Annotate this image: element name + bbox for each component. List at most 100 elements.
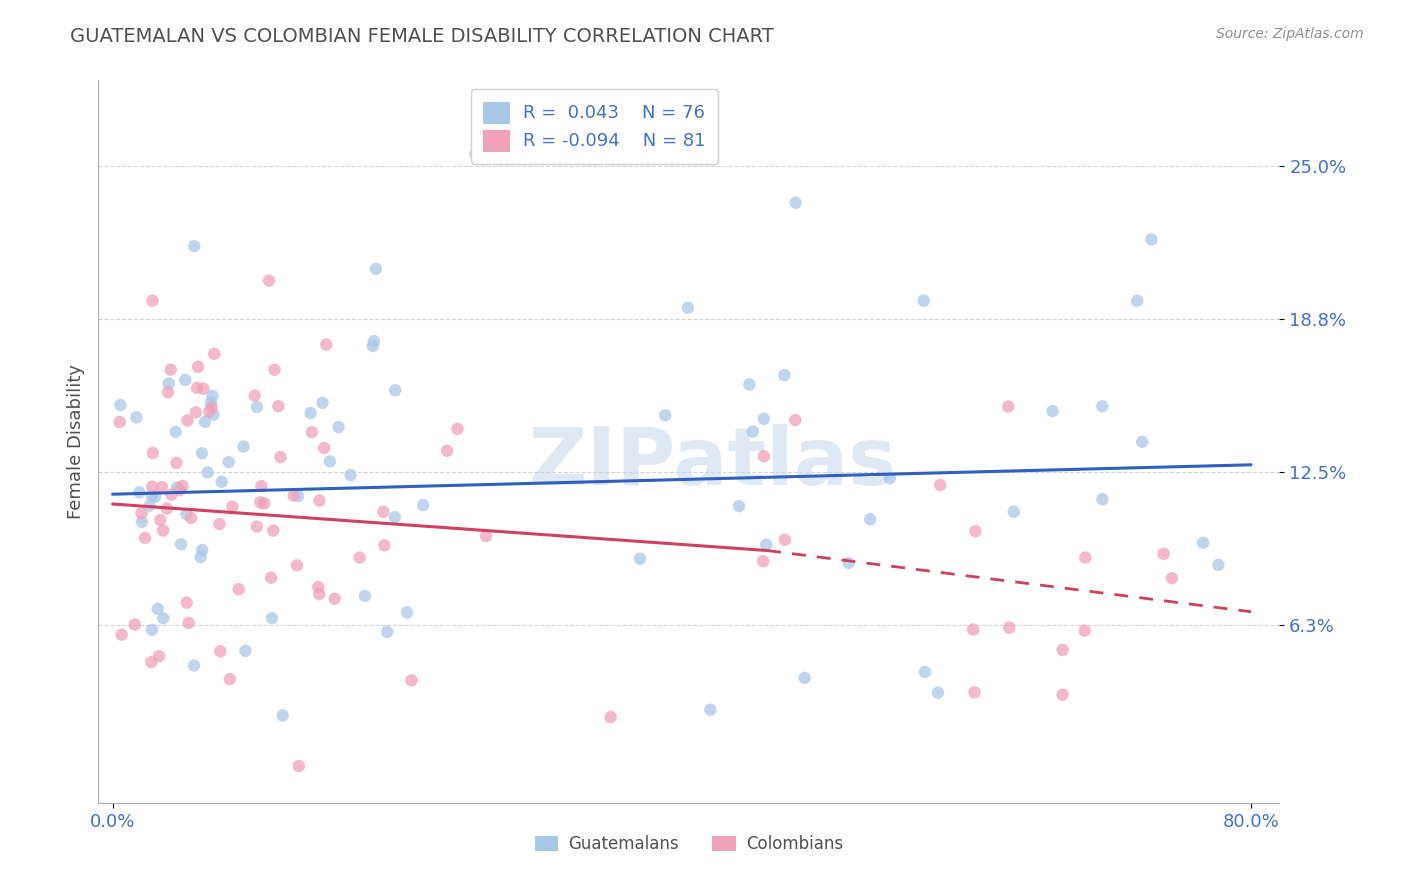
Point (752, 411, 775, 425)
Point (166, 481, 188, 495)
Point (190, 550, 212, 565)
Point (1130, 434, 1153, 449)
Point (128, 485, 150, 500)
Point (998, 621, 1021, 635)
Point (170, 537, 193, 551)
Point (149, 513, 172, 527)
Point (169, 483, 191, 498)
Point (183, 658, 205, 673)
Text: GUATEMALAN VS COLOMBIAN FEMALE DISABILITY CORRELATION CHART: GUATEMALAN VS COLOMBIAN FEMALE DISABILIT… (70, 27, 775, 45)
Point (200, 400, 222, 414)
Point (446, 422, 468, 436)
Point (150, 480, 173, 494)
Point (143, 490, 166, 504)
Point (1126, 293, 1149, 308)
Point (676, 301, 699, 315)
Point (111, 627, 134, 641)
Point (270, 450, 292, 464)
Point (260, 571, 283, 585)
Point (187, 359, 209, 374)
Point (1052, 688, 1074, 702)
Point (785, 413, 807, 427)
Point (271, 708, 294, 723)
Point (177, 615, 200, 630)
Point (201, 389, 224, 403)
Point (328, 420, 350, 434)
Point (138, 499, 160, 513)
Point (349, 550, 371, 565)
Point (315, 337, 337, 351)
Point (1192, 535, 1215, 549)
Point (628, 551, 651, 566)
Point (299, 406, 322, 420)
Point (384, 510, 406, 524)
Legend: Guatemalans, Colombians: Guatemalans, Colombians (529, 828, 849, 860)
Point (165, 425, 187, 439)
Point (838, 556, 860, 570)
Point (191, 446, 214, 460)
Point (283, 488, 305, 502)
Point (741, 425, 763, 439)
Point (218, 455, 240, 469)
Point (208, 516, 231, 531)
Point (250, 479, 273, 493)
Point (311, 396, 333, 410)
Point (319, 454, 342, 468)
Point (146, 602, 169, 616)
Point (401, 673, 423, 688)
Point (1091, 399, 1114, 413)
Point (373, 538, 395, 552)
Point (202, 408, 225, 422)
Point (963, 685, 986, 699)
Point (260, 611, 283, 625)
Point (793, 671, 815, 685)
Point (180, 511, 202, 525)
Point (285, 558, 308, 573)
Point (191, 543, 214, 558)
Point (160, 488, 183, 502)
Point (235, 644, 257, 658)
Point (246, 519, 269, 533)
Point (141, 489, 163, 503)
Point (134, 531, 156, 545)
Point (125, 410, 148, 425)
Point (997, 400, 1019, 414)
Point (186, 381, 208, 395)
Point (929, 478, 952, 492)
Point (307, 580, 329, 594)
Point (253, 496, 276, 510)
Point (141, 623, 163, 637)
Point (267, 399, 290, 413)
Point (198, 405, 221, 419)
Point (363, 334, 385, 348)
Point (1042, 404, 1064, 418)
Point (157, 376, 180, 391)
Point (124, 617, 146, 632)
Point (218, 672, 240, 686)
Point (159, 362, 181, 376)
Point (308, 493, 330, 508)
Point (246, 400, 269, 414)
Point (475, 529, 498, 543)
Point (464, 146, 486, 161)
Point (308, 587, 330, 601)
Point (131, 515, 153, 529)
Point (209, 644, 232, 658)
Point (752, 554, 775, 568)
Point (141, 293, 163, 308)
Point (1052, 643, 1074, 657)
Point (1153, 547, 1175, 561)
Point (773, 368, 796, 383)
Point (288, 759, 311, 773)
Point (156, 501, 179, 516)
Point (152, 611, 174, 625)
Point (172, 479, 194, 493)
Point (184, 405, 207, 419)
Point (1140, 232, 1163, 246)
Point (176, 596, 198, 610)
Text: Source: ZipAtlas.com: Source: ZipAtlas.com (1216, 27, 1364, 41)
Point (912, 293, 935, 308)
Point (436, 443, 458, 458)
Point (699, 703, 721, 717)
Point (914, 665, 936, 679)
